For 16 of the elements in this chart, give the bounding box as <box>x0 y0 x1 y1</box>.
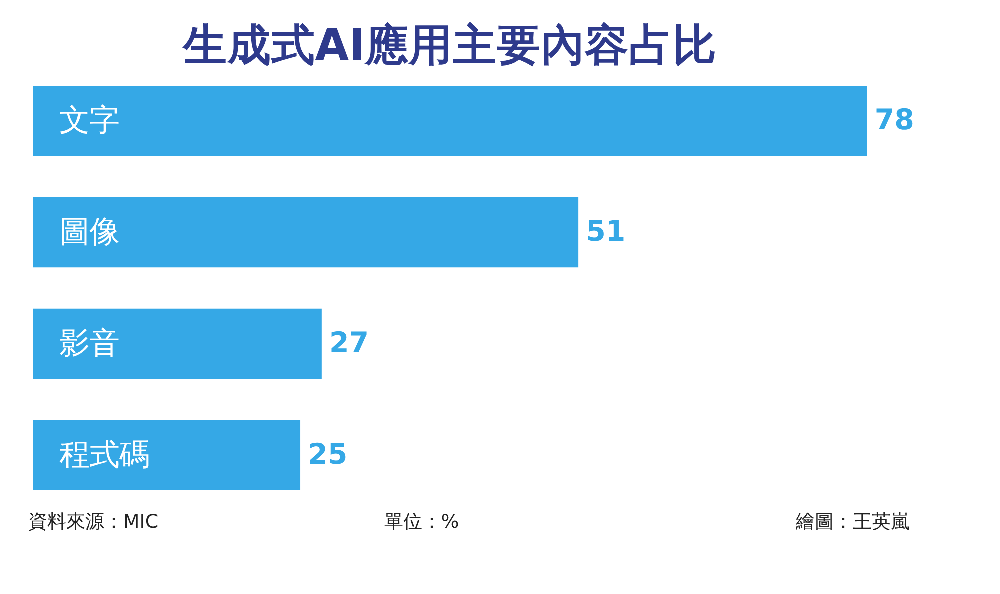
data-label: 51 <box>586 215 626 248</box>
y-tick-label: 文字 <box>60 104 120 139</box>
text: 單位：% <box>384 511 460 534</box>
y-tick-label: 圖像 <box>60 215 120 250</box>
text: 繪圖：王英嵐 <box>794 511 910 534</box>
data-label: 78 <box>874 104 914 137</box>
bar <box>33 86 868 156</box>
bar <box>33 197 579 268</box>
y-tick-label: 影音 <box>60 326 120 362</box>
chart-title: 生成式AI應用主要內容占比 <box>181 20 718 71</box>
data-label: 25 <box>308 438 348 471</box>
bar <box>33 308 322 379</box>
bar <box>33 420 301 490</box>
source-note: 資料來源：MIC <box>28 511 159 534</box>
data-label: 27 <box>329 326 370 360</box>
y-tick-label: 程式碼 <box>60 438 150 473</box>
